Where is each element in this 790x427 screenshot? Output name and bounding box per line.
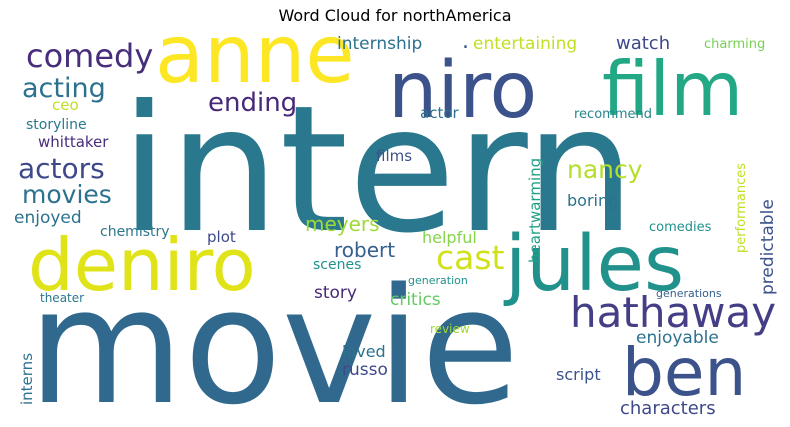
word-critics: critics: [390, 290, 441, 310]
word-movie: movie: [28, 253, 519, 427]
word-storyline: storyline: [26, 117, 87, 133]
word-nancy: nancy: [567, 155, 643, 184]
word-acting: acting: [22, 73, 106, 104]
word-performances: performances: [734, 163, 749, 253]
word-boring: boring: [567, 191, 618, 210]
word-story: story: [314, 283, 357, 303]
word-hathaway: hathaway: [570, 288, 776, 337]
word-watch: watch: [616, 33, 670, 54]
word-generations: generations: [656, 287, 722, 300]
word-russo: russo: [342, 360, 388, 380]
word-internship: internship: [337, 34, 422, 54]
word-generation: generation: [408, 274, 468, 287]
word-interns: interns: [18, 353, 36, 405]
word-theater: theater: [40, 291, 84, 305]
word-script: script: [556, 365, 601, 384]
word-enjoyed: enjoyed: [14, 208, 82, 228]
word-deniro: deniro: [28, 223, 256, 307]
word-charming: charming: [704, 37, 765, 52]
word-actor: actor: [420, 104, 459, 122]
word-plot: plot: [207, 228, 236, 246]
word-ending: ending: [208, 88, 297, 118]
word-meyers: meyers: [305, 212, 380, 236]
word-niro: niro: [388, 46, 537, 136]
word-cast: cast: [436, 238, 505, 277]
word-actors: actors: [18, 152, 105, 185]
word-review: review: [430, 322, 470, 336]
word-ben: ben: [622, 334, 746, 411]
word-film: film: [602, 45, 743, 133]
word-dot: .: [462, 29, 469, 54]
word-comedy: comedy: [26, 37, 153, 75]
word-chemistry: chemistry: [100, 224, 170, 240]
word-helpful: helpful: [422, 228, 477, 247]
word-ceo: ceo: [52, 96, 79, 114]
chart-title: Word Cloud for northAmerica: [278, 6, 512, 25]
word-heartwarming: heartwarming: [526, 158, 544, 263]
word-predictable: predictable: [758, 199, 778, 295]
word-anne: anne: [155, 8, 355, 101]
word-enjoyable: enjoyable: [636, 328, 719, 348]
word-intern: intern: [120, 69, 636, 272]
word-scenes: scenes: [313, 257, 361, 273]
word-recommend: recommend: [574, 107, 652, 122]
word-movies: movies: [22, 180, 112, 209]
word-jules: jules: [503, 220, 684, 309]
word-whittaker: whittaker: [38, 133, 109, 151]
word-robert: robert: [334, 238, 395, 262]
word-comedies: comedies: [649, 220, 712, 235]
word-characters: characters: [620, 398, 716, 419]
word-entertaining: entertaining: [473, 34, 577, 54]
word-loved: loved: [342, 342, 386, 361]
word-films: films: [376, 147, 412, 165]
